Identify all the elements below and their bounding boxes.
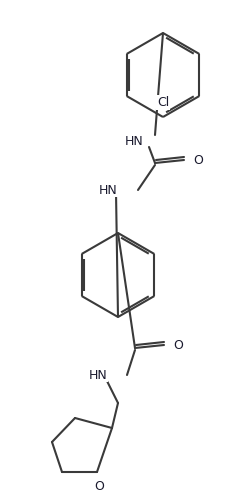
Text: O: O (173, 339, 183, 352)
Text: HN: HN (99, 183, 118, 197)
Text: HN: HN (88, 369, 107, 381)
Text: HN: HN (124, 134, 143, 147)
Text: Cl: Cl (157, 96, 169, 109)
Text: O: O (193, 153, 203, 166)
Text: O: O (94, 480, 104, 493)
